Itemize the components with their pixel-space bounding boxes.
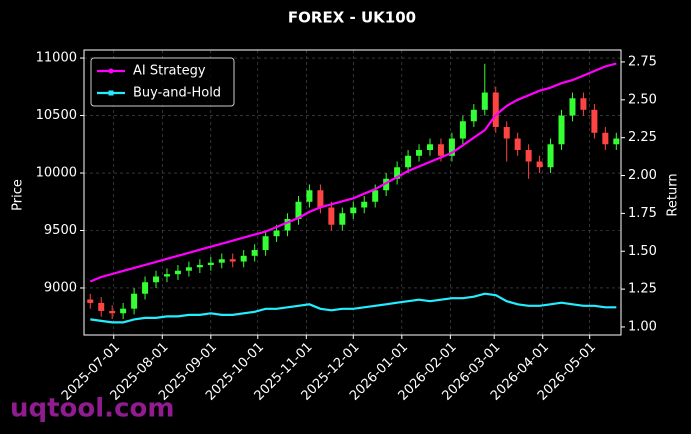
plot-frame	[83, 49, 622, 336]
candle-body	[339, 213, 346, 225]
candle-body	[163, 274, 170, 277]
legend-label: AI Strategy	[133, 64, 206, 79]
candle-body	[262, 236, 269, 251]
candle-body	[492, 92, 499, 128]
y2-axis-label: Return	[666, 173, 681, 216]
y-tick-label: 9000	[44, 280, 77, 295]
candle-body	[394, 167, 401, 179]
candle-body	[185, 267, 192, 271]
candle-body	[295, 201, 302, 219]
candle-body	[405, 155, 412, 168]
candle-body	[426, 144, 433, 151]
candle-body	[470, 109, 477, 122]
candle-body	[87, 299, 94, 303]
y-tick-label: 10000	[36, 166, 77, 181]
candle-body	[448, 138, 455, 156]
candle-body	[196, 264, 203, 268]
candle-body	[525, 150, 532, 162]
candle-body	[328, 207, 335, 225]
candle-body	[536, 161, 543, 168]
candle-body	[142, 282, 149, 294]
legend-marker	[108, 68, 114, 74]
y-tick-label: 10500	[36, 108, 77, 123]
candle-body	[361, 201, 368, 208]
candle-body	[284, 218, 291, 231]
candle-body	[207, 262, 214, 265]
y2-tick-label: 1.75	[628, 206, 657, 221]
candle-body	[383, 178, 390, 191]
watermark: uqtool.com	[10, 394, 174, 424]
candle-body	[306, 190, 313, 202]
candle-body	[602, 132, 609, 145]
candle-body	[251, 250, 258, 256]
return-line	[90, 292, 617, 324]
candle-body	[613, 138, 620, 145]
legend-box	[90, 57, 235, 107]
candle-body	[240, 255, 247, 262]
candle-body	[131, 293, 138, 309]
candle-body	[416, 150, 423, 156]
candle-body	[547, 144, 554, 168]
y-axis-label: Price	[11, 179, 26, 211]
candle-body	[229, 259, 236, 262]
legend-label: Buy-and-Hold	[133, 86, 221, 101]
y2-tick-label: 2.00	[628, 168, 657, 183]
candle-body	[591, 109, 598, 133]
candle-body	[153, 276, 160, 283]
y-tick-label: 11000	[36, 51, 77, 66]
candle-body	[558, 115, 565, 145]
candle-body	[372, 190, 379, 202]
legend-marker	[108, 90, 114, 96]
candle-body	[459, 121, 466, 139]
candle-body	[109, 310, 116, 314]
candle-body	[317, 190, 324, 208]
candle-body	[580, 98, 587, 110]
y2-tick-label: 1.25	[628, 282, 657, 297]
candle-body	[481, 92, 488, 110]
y2-tick-label: 2.50	[628, 92, 657, 107]
y2-tick-label: 1.50	[628, 244, 657, 259]
candle-body	[120, 308, 127, 314]
candle-body	[569, 98, 576, 116]
y2-tick-label: 1.00	[628, 319, 657, 334]
return-line	[89, 62, 617, 283]
candle-body	[218, 259, 225, 263]
candle-body	[350, 207, 357, 214]
y2-tick-label: 2.25	[628, 130, 657, 145]
y-tick-label: 9500	[44, 223, 77, 238]
candle-body	[503, 127, 510, 139]
candle-body	[273, 230, 280, 237]
chart-title: FOREX - UK100	[288, 9, 416, 27]
candle-body	[514, 138, 521, 151]
candle-body	[98, 302, 105, 311]
candle-body	[437, 144, 444, 156]
candle-body	[174, 270, 181, 275]
y2-tick-label: 2.75	[628, 54, 657, 69]
